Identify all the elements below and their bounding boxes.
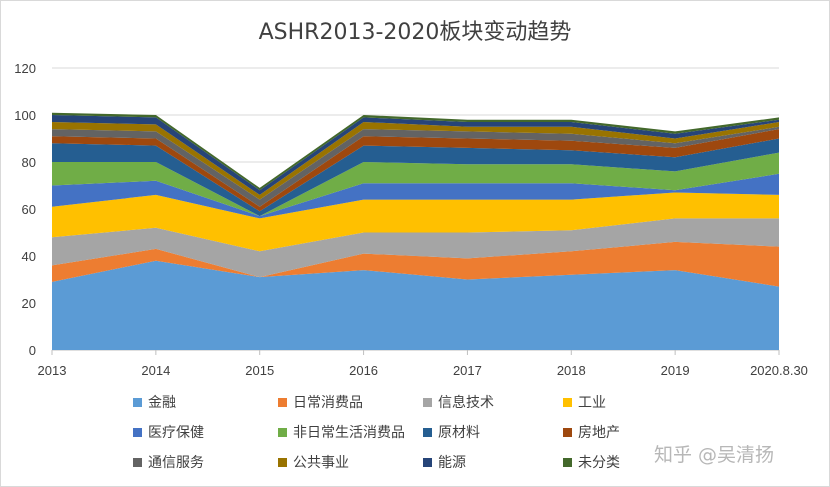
- legend-swatch: [133, 427, 142, 437]
- legend-item: 通信服务: [133, 452, 204, 472]
- area-series-1: [52, 241, 779, 287]
- legend-swatch: [563, 457, 572, 467]
- area-series-3: [52, 192, 779, 252]
- area-series-11: [52, 112, 779, 191]
- area-series-4: [52, 173, 779, 219]
- legend-label: 公共事业: [293, 455, 349, 471]
- y-tick-label: 0: [29, 343, 36, 358]
- legend-item: 未分类: [563, 452, 620, 472]
- area-series-10: [52, 115, 779, 195]
- legend-label: 未分类: [578, 455, 620, 471]
- legend-item: 原材料: [423, 422, 480, 442]
- stacked-areas: [52, 112, 779, 350]
- legend-label: 工业: [578, 395, 606, 411]
- y-tick-label: 40: [22, 249, 36, 264]
- legend-label: 房地产: [578, 425, 620, 441]
- area-series-0: [52, 260, 779, 350]
- legend-swatch: [278, 397, 287, 407]
- y-tick-label: 20: [22, 296, 36, 311]
- x-tick-label: 2017: [453, 363, 482, 378]
- y-tick-label: 80: [22, 155, 36, 170]
- legend-label: 日常消费品: [293, 395, 363, 411]
- x-tick-label: 2018: [557, 363, 586, 378]
- legend-item: 信息技术: [423, 392, 494, 412]
- legend-item: 金融: [133, 392, 176, 412]
- y-axis: 0 20 40 60 80 100 120: [14, 61, 36, 358]
- area-series-8: [52, 126, 779, 207]
- y-tick-label: 120: [14, 61, 36, 76]
- area-series-7: [52, 129, 779, 212]
- y-tick-label: 100: [14, 108, 36, 123]
- legend-label: 通信服务: [148, 455, 204, 471]
- legend-label: 非日常生活消费品: [293, 425, 405, 441]
- legend-item: 公共事业: [278, 452, 349, 472]
- legend-swatch: [423, 457, 432, 467]
- legend-swatch: [133, 397, 142, 407]
- chart-title: ASHR2013-2020板块变动趋势: [258, 20, 572, 45]
- x-axis: 2013 2014 2015 2016 2017 2018 2019 2020.8.30: [38, 350, 808, 378]
- watermark: 知乎 @吴清扬: [654, 444, 775, 466]
- x-tick-label: 2019: [661, 363, 690, 378]
- legend-swatch: [133, 457, 142, 467]
- legend-swatch: [423, 397, 432, 407]
- legend-item: 日常消费品: [278, 392, 363, 412]
- legend-item: 工业: [563, 392, 606, 412]
- x-tick-label: 2015: [245, 363, 274, 378]
- legend-label: 信息技术: [438, 395, 494, 411]
- legend-swatch: [563, 397, 572, 407]
- legend-label: 金融: [148, 395, 176, 411]
- area-series-9: [52, 122, 779, 200]
- y-tick-label: 60: [22, 202, 36, 217]
- area-series-2: [52, 218, 779, 278]
- area-series-6: [52, 138, 779, 217]
- legend-item: 房地产: [563, 422, 620, 442]
- legend-item: 医疗保健: [133, 422, 204, 442]
- legend-swatch: [278, 457, 287, 467]
- x-tick-label: 2014: [141, 363, 170, 378]
- legend-label: 能源: [438, 455, 466, 471]
- legend-item: 非日常生活消费品: [278, 422, 405, 442]
- legend-swatch: [423, 427, 432, 437]
- area-series-5: [52, 152, 779, 217]
- legend-swatch: [563, 427, 572, 437]
- legend-swatch: [278, 427, 287, 437]
- x-tick-label: 2020.8.30: [750, 363, 808, 378]
- legend-item: 能源: [423, 452, 466, 472]
- legend-label: 医疗保健: [148, 425, 204, 441]
- legend-label: 原材料: [438, 425, 480, 441]
- x-tick-label: 2013: [38, 363, 67, 378]
- x-tick-label: 2016: [349, 363, 378, 378]
